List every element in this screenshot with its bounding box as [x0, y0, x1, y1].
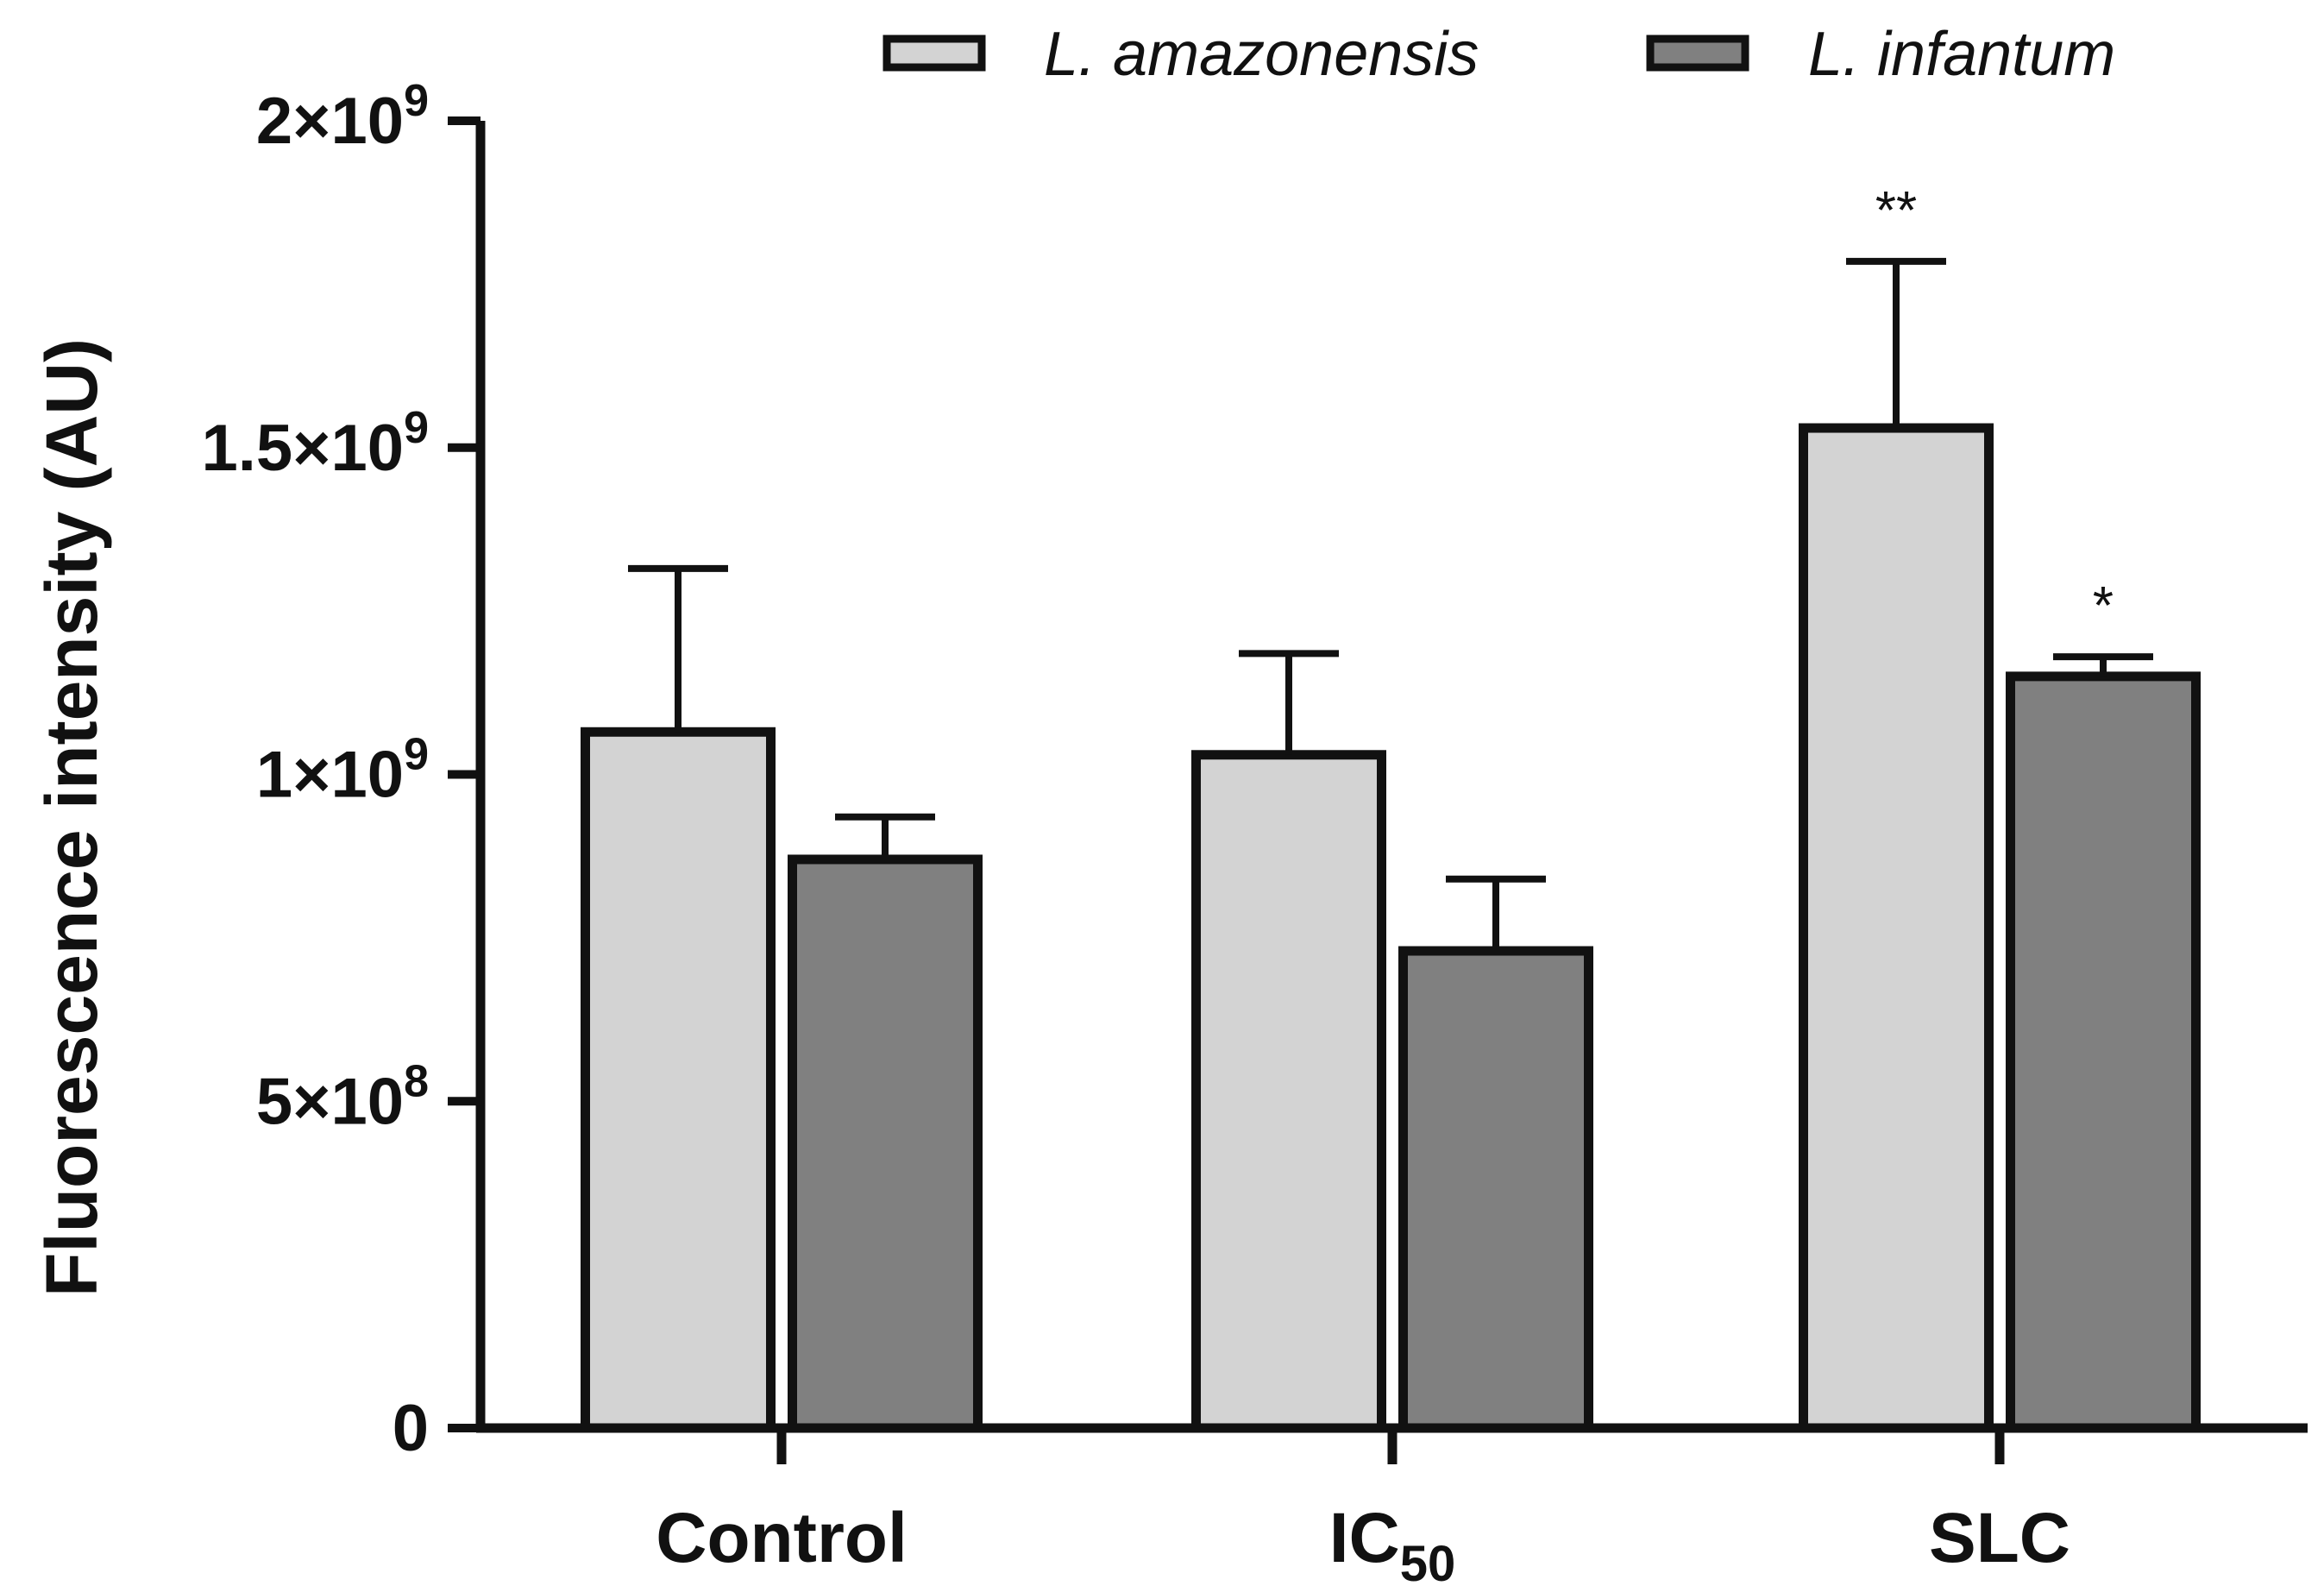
legend-label-infantum: L. infantum	[1808, 20, 2115, 89]
legend-label-amazonensis: L. amazonensis	[1044, 20, 1479, 89]
significance-marker: **	[1875, 181, 1917, 241]
bar-infantum-control	[788, 854, 983, 1433]
x-category-label-slc: SLC	[1929, 1499, 2070, 1577]
y-tick-label: 1×109	[256, 730, 429, 812]
y-tick-label: 5×108	[256, 1056, 429, 1138]
bar-amazonensis-control	[581, 727, 776, 1433]
bar-amazonensis-ic	[1191, 750, 1386, 1433]
y-tick-label: 2×109	[256, 76, 429, 158]
y-tick-label: 0	[393, 1392, 429, 1465]
significance-marker: *	[2093, 576, 2114, 636]
y-tick-label: 1.5×109	[202, 403, 430, 485]
x-category-label-control: Control	[656, 1499, 907, 1577]
legend-swatch-amazonensis	[882, 35, 986, 72]
bar-amazonensis-slc	[1799, 423, 1994, 1433]
bar-infantum-ic	[1398, 946, 1593, 1433]
bar-infantum-slc	[2006, 671, 2201, 1433]
x-category-label-ic: IC50	[1329, 1499, 1456, 1588]
y-axis-title: Fluorescence intensity (AU)	[31, 338, 112, 1297]
legend-swatch-infantum	[1646, 35, 1749, 72]
